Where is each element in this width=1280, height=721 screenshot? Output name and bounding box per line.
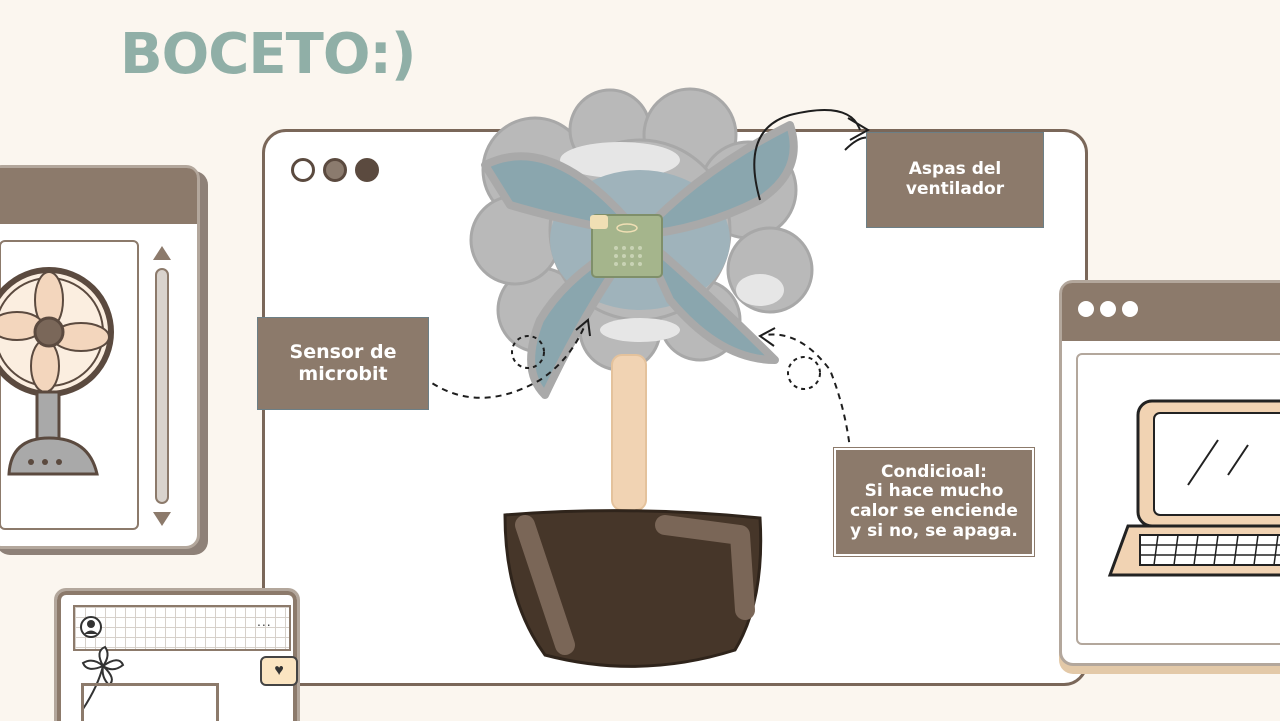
cond-line-4: y si no, se apaga.	[850, 520, 1018, 541]
laptop-window-content	[1076, 353, 1280, 645]
cond-line-3: calor se enciende	[850, 501, 1018, 521]
profile-content-box	[81, 683, 219, 721]
window-dot-1[interactable]	[291, 158, 315, 182]
label-sensor-de-microbit: Sensor de microbit	[257, 317, 429, 410]
arrow-aspas	[753, 109, 861, 201]
heart-icon[interactable]: ♥	[260, 656, 298, 686]
user-icon	[80, 616, 102, 638]
window-controls	[291, 158, 379, 182]
laptop-window	[1059, 280, 1280, 666]
scrollbar[interactable]	[153, 246, 171, 526]
fan-window-content	[0, 240, 139, 530]
window-dot-3[interactable]	[355, 158, 379, 182]
cond-line-2: Si hace mucho	[864, 481, 1004, 502]
flower-icon	[81, 645, 125, 710]
arrow-sensor	[414, 324, 586, 399]
fan-window-titlebar	[0, 168, 197, 224]
laptop-window-dot-2[interactable]	[1100, 301, 1116, 317]
laptop-window-dot-3[interactable]	[1122, 301, 1138, 317]
scroll-up-arrow-icon[interactable]	[153, 246, 171, 260]
fan-stick	[611, 354, 647, 511]
desk-fan-icon	[0, 267, 114, 476]
fan-window	[0, 165, 200, 549]
scroll-down-arrow-icon[interactable]	[153, 512, 171, 526]
profile-grid-bar	[73, 605, 291, 651]
laptop-window-titlebar	[1062, 283, 1280, 341]
window-dot-2[interactable]	[323, 158, 347, 182]
page-title: BOCETO:)	[120, 22, 416, 87]
laptop-window-controls	[1078, 301, 1138, 317]
label-aspas-del-ventilador: Aspas del ventilador	[866, 132, 1044, 228]
microbit-board	[590, 214, 663, 278]
laptop-window-dot-1[interactable]	[1078, 301, 1094, 317]
laptop-icon	[1107, 399, 1280, 577]
scroll-thumb[interactable]	[155, 268, 169, 504]
flower-pot	[503, 509, 763, 668]
label-condicional: Condicioal: Si hace mucho calor se encie…	[833, 447, 1035, 557]
more-menu-icon[interactable]: ...	[257, 613, 272, 629]
profile-window: ...	[54, 588, 300, 721]
cond-line-1: Condicioal:	[881, 461, 987, 482]
